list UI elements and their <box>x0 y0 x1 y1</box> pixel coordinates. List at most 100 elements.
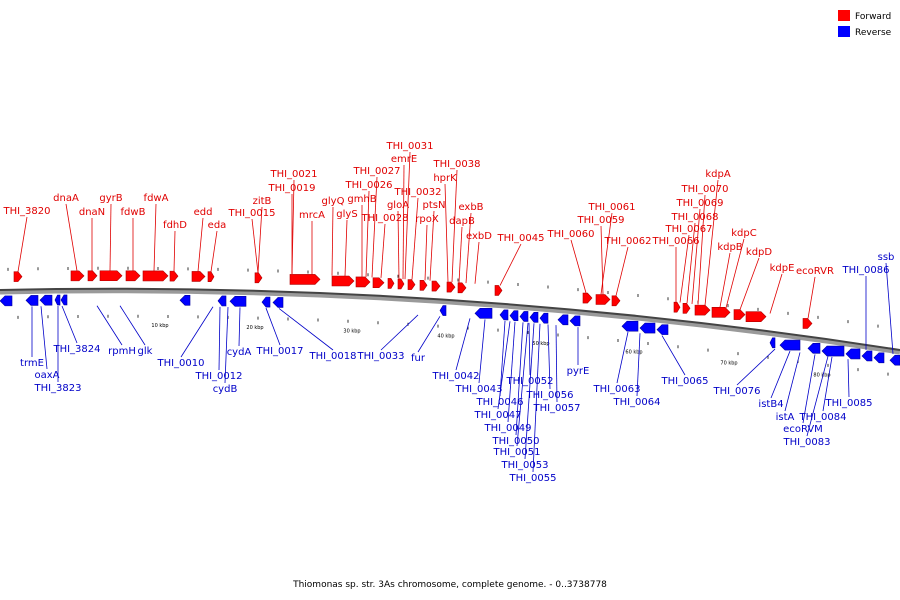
legend-forward-label: Forward <box>855 12 891 22</box>
forward-leader-line <box>257 206 263 273</box>
ruler-label: 80 kbp <box>813 372 830 378</box>
reverse-leader-line <box>802 354 816 424</box>
forward-leader-line <box>344 219 348 277</box>
forward-gene-label: dnaA <box>53 193 79 204</box>
forward-leader-line <box>499 243 522 286</box>
forward-gene-arrow <box>169 270 179 282</box>
reverse-leader-line <box>516 322 529 447</box>
reverse-gene-label: THI_0083 <box>782 437 830 448</box>
forward-leader-line <box>465 212 472 284</box>
forward-gene-label: THI_3820 <box>2 206 50 217</box>
forward-gene-arrow <box>191 271 206 282</box>
reverse-gene-label: THI_0043 <box>454 384 502 395</box>
ruler-label: 70 kbp <box>720 360 737 366</box>
reverse-gene-label: fur <box>411 353 426 364</box>
forward-gene-arrow <box>372 277 385 289</box>
forward-leader-line <box>807 276 816 319</box>
forward-gene-arrow <box>207 271 215 283</box>
reverse-gene-arrow <box>821 345 845 357</box>
forward-gene-arrow <box>431 280 441 292</box>
forward-leader-line <box>65 203 78 271</box>
forward-gene-arrow <box>457 282 467 294</box>
reverse-leader-line <box>478 319 486 384</box>
forward-gene-label: zitB <box>253 196 272 207</box>
forward-gene-arrow <box>13 271 23 282</box>
forward-gene-arrow <box>331 275 355 287</box>
forward-leader-line <box>697 194 706 305</box>
reverse-leader-line <box>278 308 334 351</box>
reverse-gene-label: THI_0010 <box>156 358 204 369</box>
forward-gene-arrow <box>289 274 321 285</box>
ruler-label: 20 kbp <box>246 325 263 331</box>
forward-gene-arrow <box>355 276 371 288</box>
reverse-gene-label: THI_0085 <box>824 398 872 409</box>
forward-gene-label: exbB <box>458 202 483 213</box>
reverse-leader-line <box>499 320 506 397</box>
forward-gene-arrow <box>745 311 767 322</box>
reverse-gene-label: THI_3823 <box>33 383 81 394</box>
reverse-leader-line <box>180 306 214 358</box>
reverse-gene-label: THI_0057 <box>532 403 580 414</box>
chromosome-backbone <box>0 287 900 351</box>
reverse-gene-arrow <box>261 296 271 308</box>
reverse-gene-label: THI_0051 <box>492 447 540 458</box>
forward-gene-label: mrcA <box>299 210 325 221</box>
reverse-leader-line <box>636 333 641 397</box>
forward-gene-label: gloA <box>387 200 409 211</box>
forward-gene-label: THI_0066 <box>651 236 699 247</box>
forward-gene-arrow <box>802 318 813 329</box>
forward-gene-label: hprK <box>433 173 457 184</box>
reverse-gene-arrow <box>60 294 68 306</box>
forward-gene-arrow <box>397 278 405 290</box>
forward-leader-line <box>451 169 458 283</box>
forward-gene-label: exbD <box>466 231 492 242</box>
reverse-gene-arrow <box>779 339 801 351</box>
forward-leader-line <box>429 210 435 281</box>
reverse-gene-label: THI_0063 <box>592 384 640 395</box>
reverse-gene-arrow <box>39 294 53 306</box>
reverse-gene-label: THI_0042 <box>431 371 479 382</box>
forward-gene-label: THI_0059 <box>576 215 624 226</box>
ruler-label: 50 kbp <box>532 341 549 347</box>
forward-gene-arrow <box>254 272 263 284</box>
forward-gene-label: THI_0038 <box>432 159 480 170</box>
reverse-gene-label: rpmH <box>108 346 136 357</box>
reverse-gene-label: THI_0065 <box>660 376 708 387</box>
reverse-gene-label: THI_0055 <box>508 473 556 484</box>
reverse-gene-label: THI_0076 <box>712 386 760 397</box>
forward-gene-label: THI_0061 <box>587 202 635 213</box>
legend-reverse-swatch <box>838 26 850 37</box>
reverse-gene-label: THI_0049 <box>483 423 531 434</box>
forward-leader-line <box>153 203 157 271</box>
reverse-leader-line <box>806 356 829 437</box>
forward-gene-label: THI_0028 <box>360 213 408 224</box>
reverse-gene-label: THI_0033 <box>356 351 404 362</box>
forward-leader-line <box>365 190 370 278</box>
forward-gene-label: emrE <box>391 154 417 165</box>
forward-gene-label: THI_0060 <box>546 229 594 240</box>
forward-gene-label: THI_0019 <box>267 183 315 194</box>
reverse-gene-label: cydB <box>213 384 238 395</box>
forward-gene-label: THI_0068 <box>670 212 718 223</box>
reverse-gene-arrow <box>54 294 61 306</box>
reverse-gene-arrow <box>519 311 529 322</box>
forward-leader-line <box>173 230 176 272</box>
forward-gene-label: THI_0027 <box>352 166 400 177</box>
reverse-gene-arrow <box>769 337 776 349</box>
reverse-gene-label: pyrE <box>567 366 590 377</box>
reverse-leader-line <box>524 323 535 460</box>
reverse-gene-label: THI_0056 <box>525 390 573 401</box>
reverse-leader-line <box>119 305 146 346</box>
reverse-gene-label: THI_0046 <box>475 397 523 408</box>
reverse-gene-arrow <box>621 320 639 332</box>
legend-reverse-label: Reverse <box>855 28 892 38</box>
forward-gene-arrow <box>99 270 123 282</box>
reverse-leader-line <box>555 325 558 403</box>
forward-leader-line <box>380 223 386 278</box>
reverse-gene-label: trmE <box>20 358 44 369</box>
forward-leader-line <box>444 183 449 282</box>
forward-gene-label: ptsN <box>423 200 446 211</box>
forward-gene-label: eda <box>208 220 227 231</box>
